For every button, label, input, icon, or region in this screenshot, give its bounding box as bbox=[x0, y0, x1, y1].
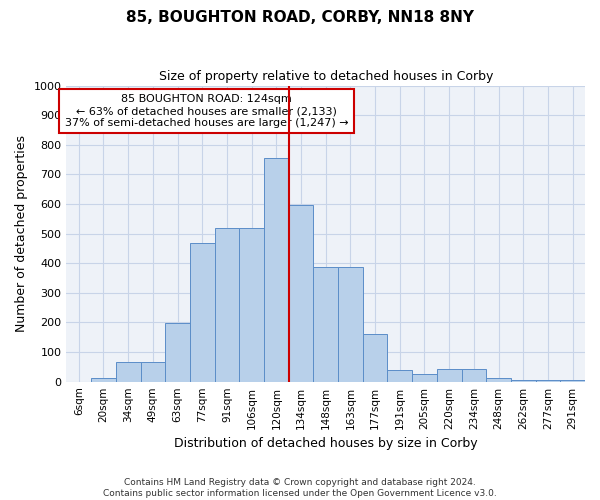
Bar bbox=[461, 369, 486, 382]
Bar bbox=[215, 228, 239, 382]
Bar bbox=[289, 206, 313, 382]
Bar bbox=[363, 334, 388, 382]
Bar bbox=[165, 324, 190, 382]
X-axis label: Distribution of detached houses by size in Corby: Distribution of detached houses by size … bbox=[174, 437, 478, 450]
Bar bbox=[412, 374, 437, 382]
Bar bbox=[313, 267, 338, 382]
Bar bbox=[560, 380, 585, 382]
Bar bbox=[486, 378, 511, 382]
Bar bbox=[190, 242, 215, 382]
Bar bbox=[239, 228, 264, 382]
Bar bbox=[437, 369, 461, 382]
Text: 85, BOUGHTON ROAD, CORBY, NN18 8NY: 85, BOUGHTON ROAD, CORBY, NN18 8NY bbox=[126, 10, 474, 25]
Title: Size of property relative to detached houses in Corby: Size of property relative to detached ho… bbox=[158, 70, 493, 83]
Bar bbox=[511, 380, 536, 382]
Y-axis label: Number of detached properties: Number of detached properties bbox=[15, 135, 28, 332]
Bar bbox=[116, 362, 140, 382]
Bar bbox=[338, 267, 363, 382]
Bar bbox=[388, 370, 412, 382]
Bar bbox=[91, 378, 116, 382]
Text: 85 BOUGHTON ROAD: 124sqm
← 63% of detached houses are smaller (2,133)
37% of sem: 85 BOUGHTON ROAD: 124sqm ← 63% of detach… bbox=[65, 94, 348, 128]
Bar bbox=[140, 362, 165, 382]
Bar bbox=[536, 380, 560, 382]
Text: Contains HM Land Registry data © Crown copyright and database right 2024.
Contai: Contains HM Land Registry data © Crown c… bbox=[103, 478, 497, 498]
Bar bbox=[264, 158, 289, 382]
